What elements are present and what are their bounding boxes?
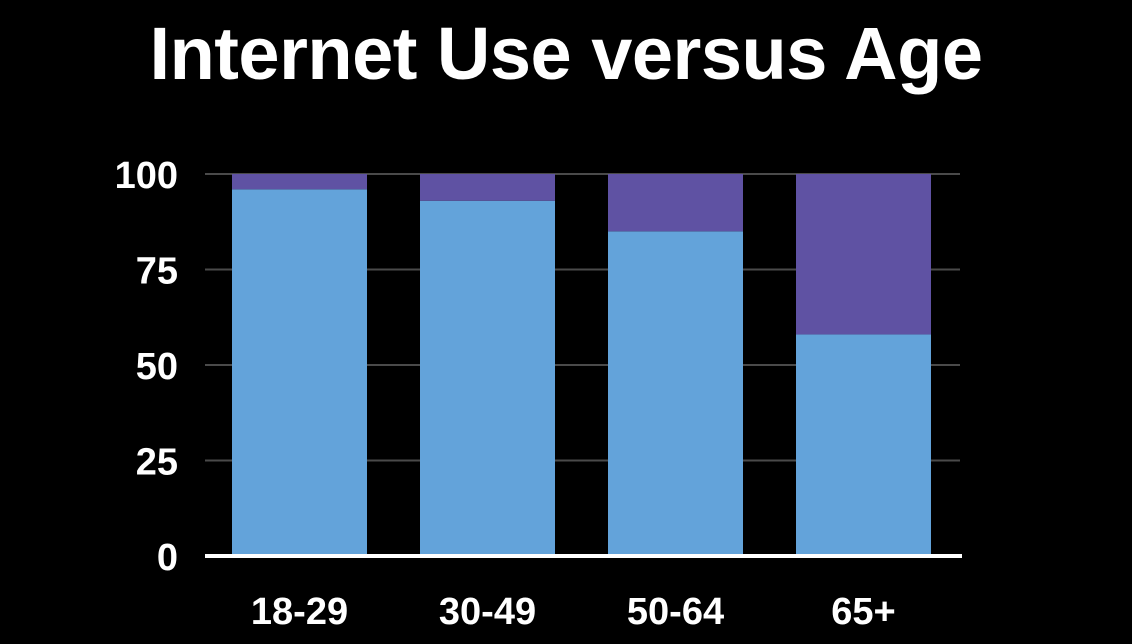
bar-segment-2 bbox=[420, 174, 555, 201]
y-tick-label: 0 bbox=[157, 537, 178, 579]
x-tick-label: 65+ bbox=[831, 591, 895, 633]
bar-segment-1 bbox=[420, 200, 555, 557]
y-tick-label: 25 bbox=[136, 442, 178, 484]
tick-labels: 0 25 50 75 100 18-29 30-49 50-64 65+ bbox=[115, 155, 896, 633]
bars bbox=[232, 174, 931, 557]
y-tick-label: 50 bbox=[136, 346, 178, 388]
x-tick-label: 18-29 bbox=[251, 591, 348, 633]
bar-segment-2 bbox=[608, 174, 743, 232]
bar-segment-1 bbox=[232, 189, 367, 556]
bar-segment-1 bbox=[608, 231, 743, 557]
x-tick-label: 30-49 bbox=[439, 591, 536, 633]
bar-segment-1 bbox=[796, 334, 931, 556]
bar-segment-2 bbox=[232, 174, 367, 190]
x-tick-label: 50-64 bbox=[627, 591, 724, 633]
y-tick-label: 75 bbox=[136, 251, 178, 293]
chart-title: Internet Use versus Age bbox=[149, 12, 983, 95]
y-tick-label: 100 bbox=[115, 155, 178, 197]
bar-segment-2 bbox=[796, 174, 931, 335]
